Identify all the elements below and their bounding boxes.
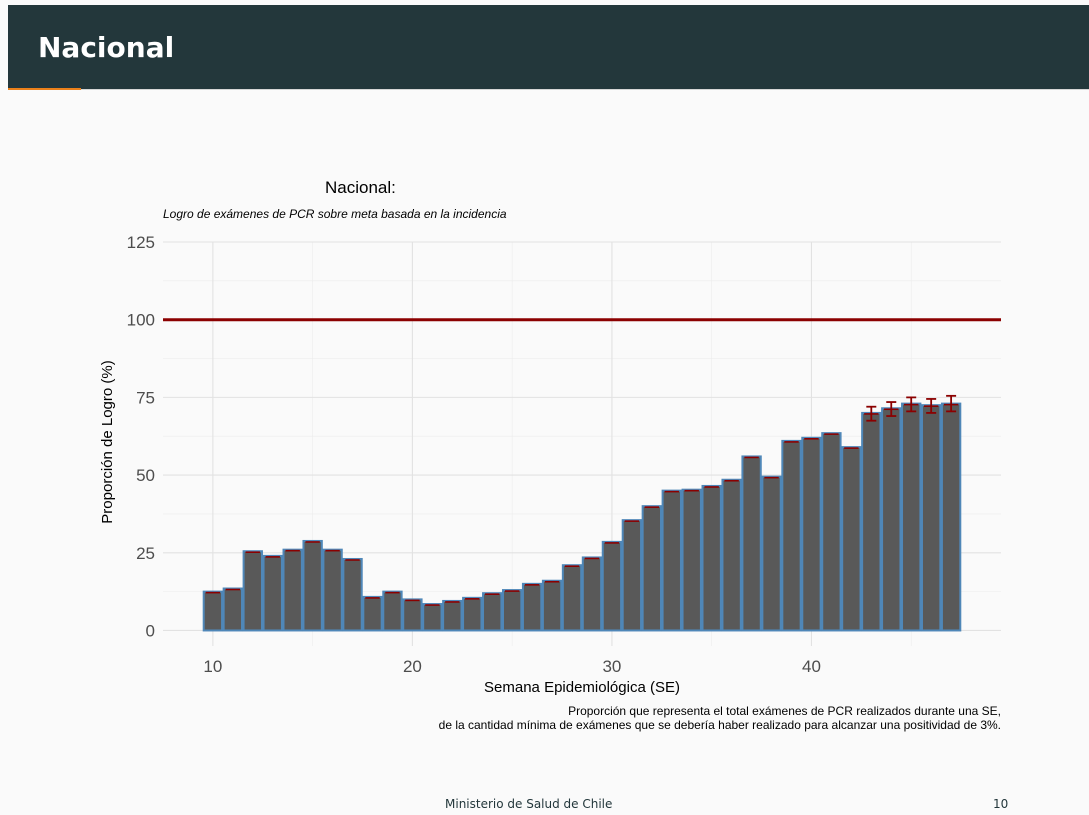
header-bar: Nacional	[8, 5, 1089, 89]
bar	[482, 592, 503, 632]
footer-organization: Ministerio de Salud de Chile	[445, 797, 613, 811]
y-tick-labels: 0 25 50 75 100 125	[127, 233, 155, 640]
bar	[621, 519, 643, 632]
x-tick-labels: 10 20 30 40	[203, 657, 820, 676]
bar	[581, 556, 603, 632]
bar	[222, 587, 244, 632]
bar	[601, 540, 623, 632]
bar	[342, 557, 363, 632]
bar	[541, 579, 563, 632]
error-bars	[866, 394, 957, 422]
bar	[561, 564, 583, 632]
x-tick-label: 10	[203, 657, 222, 676]
bar	[920, 404, 942, 632]
bar	[821, 432, 842, 632]
bar	[861, 411, 882, 632]
y-axis-label: Proporción de Logro (%)	[99, 360, 116, 523]
bar	[661, 489, 682, 632]
chart-caption-line1: Proporción que representa el total exáme…	[568, 704, 1001, 718]
bar	[501, 589, 523, 632]
chart-subtitle: Logro de exámenes de PCR sobre meta basa…	[163, 207, 507, 221]
bar	[202, 590, 224, 632]
bar	[402, 598, 423, 632]
header-accent	[8, 88, 81, 90]
bar	[242, 550, 263, 632]
bar	[721, 478, 742, 632]
bar	[701, 484, 722, 632]
bar	[462, 596, 483, 632]
bar	[881, 407, 902, 632]
bar	[901, 402, 922, 632]
y-tick-label: 100	[127, 311, 155, 330]
bars	[202, 402, 962, 632]
bar	[422, 603, 443, 632]
bar	[801, 436, 822, 632]
y-tick-label: 25	[136, 544, 155, 563]
bar	[841, 446, 862, 632]
x-axis-label: Semana Epidemiológica (SE)	[484, 679, 680, 696]
bar	[322, 548, 343, 632]
bar	[641, 505, 663, 632]
page-title: Nacional	[38, 31, 175, 64]
y-tick-label: 125	[127, 233, 155, 252]
bar	[940, 402, 962, 632]
page-number: 10	[993, 797, 1009, 811]
bar	[382, 590, 403, 632]
bar	[262, 554, 283, 632]
bar	[362, 595, 383, 632]
chart-caption-line2: de la cantidad mínima de exámenes que se…	[439, 718, 1001, 732]
bar	[302, 539, 323, 632]
bar	[282, 548, 303, 632]
chart-title: Nacional:	[325, 178, 396, 197]
x-tick-label: 30	[602, 657, 621, 676]
bar	[442, 599, 463, 632]
bar	[761, 475, 782, 632]
bar	[741, 455, 762, 632]
bar	[681, 488, 702, 632]
y-tick-label: 0	[146, 621, 155, 640]
header-divider	[8, 89, 1089, 90]
bar	[781, 439, 802, 632]
x-tick-label: 20	[403, 657, 422, 676]
y-tick-label: 75	[136, 388, 155, 407]
bar	[521, 582, 543, 632]
y-tick-label: 50	[136, 466, 155, 485]
x-tick-label: 40	[802, 657, 821, 676]
